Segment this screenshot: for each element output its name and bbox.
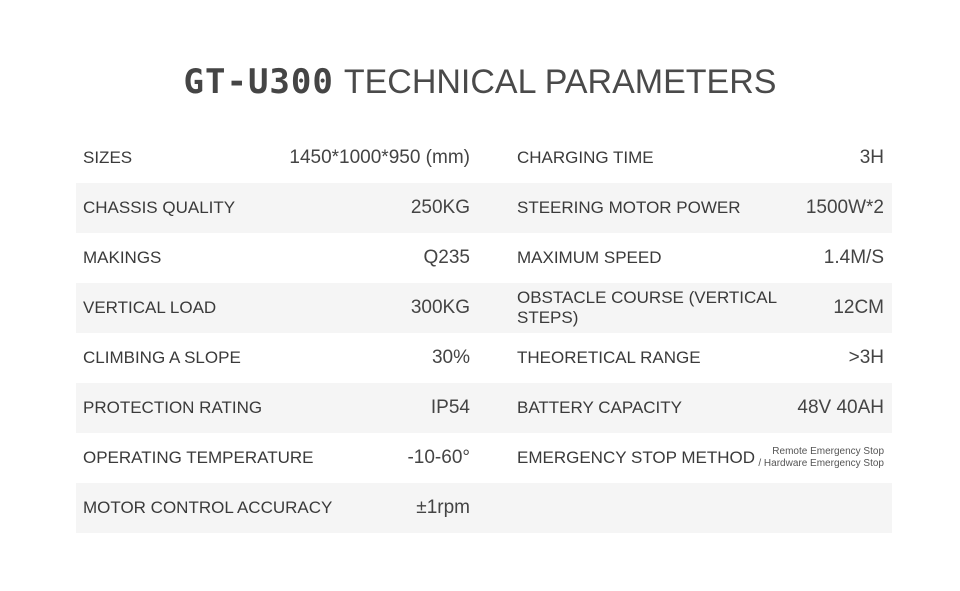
param-value: 250KG [410,197,470,218]
param-cell [484,483,892,533]
param-label: BATTERY CAPACITY [517,398,683,417]
param-cell: THEORETICAL RANGE >3H [484,333,892,383]
table-row: MOTOR CONTROL ACCURACY ±1rpm [76,483,892,533]
param-value-line: Remote Emergency Stop [772,446,884,457]
param-value: 12CM [833,297,884,318]
param-value: 1500W*2 [805,197,884,218]
param-cell: MOTOR CONTROL ACCURACY ±1rpm [76,483,484,533]
param-cell: MAXIMUM SPEED 1.4M/S [484,233,892,283]
param-value: 3H [859,147,884,168]
param-value: 48V 40AH [797,397,884,418]
param-label: SIZES [83,148,133,167]
table-row: CHASSIS QUALITY 250KG STEERING MOTOR POWER… [76,183,892,233]
param-cell: OPERATING TEMPERATURE -10-60° [76,433,484,483]
param-value: Q235 [423,247,470,268]
param-value: IP54 [430,397,470,418]
param-cell: SIZES 1450*1000*950 (mm) [76,133,484,183]
param-cell: VERTICAL LOAD 300KG [76,283,484,333]
param-cell: STEERING MOTOR POWER 1500W*2 [484,183,892,233]
table-row: MAKINGS Q235 MAXIMUM SPEED 1.4M/S [76,233,892,283]
param-cell: EMERGENCY STOP METHOD Remote Emergency St… [484,433,892,483]
param-label: VERTICAL LOAD [83,298,217,317]
table-row: VERTICAL LOAD 300KG OBSTACLE COURSE (VERTI… [76,283,892,333]
model-name: GT-U300 [183,62,334,102]
param-label: THEORETICAL RANGE [517,348,701,367]
param-label: CHARGING TIME [517,148,654,167]
table-row: OPERATING TEMPERATURE -10-60° EMERGENCY ST… [76,433,892,483]
param-cell: OBSTACLE COURSE (VERTICAL STEPS) 12CM [484,283,892,333]
param-value-line: / Hardware Emergency Stop [758,458,884,469]
param-value: 300KG [410,297,470,318]
param-label: CHASSIS QUALITY [83,198,236,217]
param-label: PROTECTION RATING [83,398,263,417]
table-row: CLIMBING A SLOPE 30% THEORETICAL RANGE >3H [76,333,892,383]
table-row: SIZES 1450*1000*950 (mm) CHARGING TIME 3H [76,133,892,183]
param-label: EMERGENCY STOP METHOD [517,448,756,467]
param-label: MAKINGS [83,248,162,267]
param-cell: BATTERY CAPACITY 48V 40AH [484,383,892,433]
param-label: MOTOR CONTROL ACCURACY [83,498,333,517]
param-cell: MAKINGS Q235 [76,233,484,283]
param-value: 1.4M/S [823,247,884,268]
param-value: Remote Emergency Stop / Hardware Emergenc… [758,446,884,470]
param-value: -10-60° [407,447,470,468]
param-value: ±1rpm [416,497,470,518]
param-value: 1450*1000*950 (mm) [289,147,470,168]
param-cell: CHASSIS QUALITY 250KG [76,183,484,233]
param-cell: CLIMBING A SLOPE 30% [76,333,484,383]
parameters-table: SIZES 1450*1000*950 (mm) CHARGING TIME 3H CH… [76,133,892,533]
param-label: CLIMBING A SLOPE [83,348,241,367]
param-value: 30% [431,347,470,368]
param-cell: PROTECTION RATING IP54 [76,383,484,433]
param-label: STEERING MOTOR POWER [517,198,741,217]
table-row: PROTECTION RATING IP54 BATTERY CAPACITY 48V… [76,383,892,433]
param-cell: CHARGING TIME 3H [484,133,892,183]
title-text: TECHNICAL PARAMETERS [343,63,777,101]
param-label: MAXIMUM SPEED [517,248,662,267]
page-title: GT-U300 TECHNICAL PARAMETERS [0,62,960,102]
param-value: >3H [848,347,884,368]
param-label: OPERATING TEMPERATURE [83,448,314,467]
param-label: OBSTACLE COURSE (VERTICAL STEPS) [517,288,777,327]
